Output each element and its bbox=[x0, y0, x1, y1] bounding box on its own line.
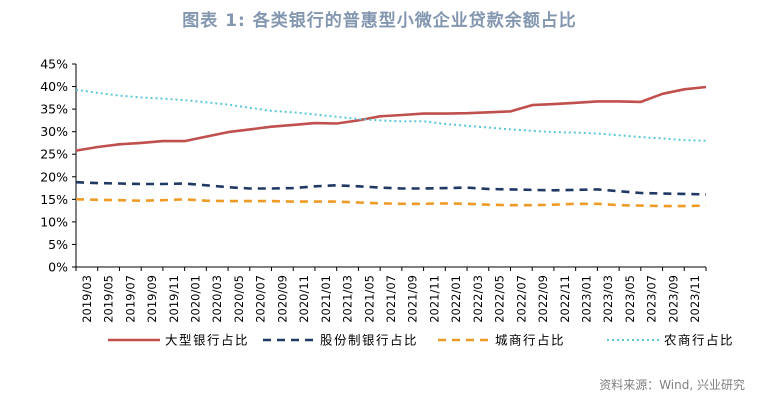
x-tick-label: 2023/09 bbox=[666, 275, 680, 323]
series-line bbox=[75, 198, 707, 208]
x-tick-label: 2019/05 bbox=[102, 275, 116, 323]
y-tick-label: 25% bbox=[40, 147, 68, 162]
source-note: 资料来源：Wind, 兴业研究 bbox=[599, 378, 745, 392]
y-tick-label: 35% bbox=[40, 102, 68, 117]
series-line bbox=[75, 88, 707, 142]
y-tick-label: 20% bbox=[40, 169, 68, 184]
x-tick-label: 2019/11 bbox=[167, 275, 181, 323]
legend-label: 城商行占比 bbox=[495, 333, 565, 348]
x-tick-label: 2020/05 bbox=[232, 275, 246, 323]
y-tick-label: 10% bbox=[40, 214, 68, 229]
x-tick-label: 2020/09 bbox=[275, 275, 289, 323]
legend-label: 大型银行占比 bbox=[165, 333, 249, 348]
series-line bbox=[75, 85, 707, 152]
x-tick-label: 2019/03 bbox=[80, 275, 94, 323]
y-tick-label: 5% bbox=[48, 237, 68, 252]
chart-title: 图表 1: 各类银行的普惠型小微企业贷款余额占比 bbox=[182, 11, 577, 31]
legend-label: 股份制银行占比 bbox=[320, 333, 418, 348]
y-tick-label: 0% bbox=[48, 260, 68, 275]
x-tick-label: 2021/01 bbox=[319, 275, 333, 323]
y-tick-label: 45% bbox=[40, 57, 68, 72]
x-tick-label: 2019/07 bbox=[123, 275, 137, 323]
x-tick-label: 2022/11 bbox=[558, 275, 572, 323]
x-tick-label: 2020/11 bbox=[297, 275, 311, 323]
x-tick-label: 2021/11 bbox=[427, 275, 441, 323]
x-tick-label: 2022/03 bbox=[471, 275, 485, 323]
x-tick-label: 2021/05 bbox=[362, 275, 376, 323]
x-tick-label: 2021/09 bbox=[406, 275, 420, 323]
y-tick-label: 30% bbox=[40, 124, 68, 139]
x-tick-label: 2020/03 bbox=[210, 275, 224, 323]
x-tick-label: 2023/01 bbox=[580, 275, 594, 323]
x-tick-label: 2023/11 bbox=[688, 275, 702, 323]
x-tick-label: 2023/07 bbox=[645, 275, 659, 323]
x-tick-label: 2023/03 bbox=[601, 275, 615, 323]
x-tick-label: 2023/05 bbox=[623, 275, 637, 323]
x-tick-label: 2022/01 bbox=[449, 275, 463, 323]
x-tick-label: 2022/07 bbox=[514, 275, 528, 323]
x-tick-label: 2020/01 bbox=[188, 275, 202, 323]
x-tick-label: 2021/03 bbox=[341, 275, 355, 323]
y-tick-label: 40% bbox=[40, 79, 68, 94]
x-tick-label: 2021/07 bbox=[384, 275, 398, 323]
x-tick-label: 2020/07 bbox=[254, 275, 268, 323]
legend-label: 农商行占比 bbox=[664, 333, 734, 348]
x-tick-label: 2019/09 bbox=[145, 275, 159, 323]
x-tick-label: 2022/05 bbox=[493, 275, 507, 323]
series-line bbox=[75, 180, 707, 196]
x-tick-label: 2022/09 bbox=[536, 275, 550, 323]
y-tick-label: 15% bbox=[40, 192, 68, 207]
